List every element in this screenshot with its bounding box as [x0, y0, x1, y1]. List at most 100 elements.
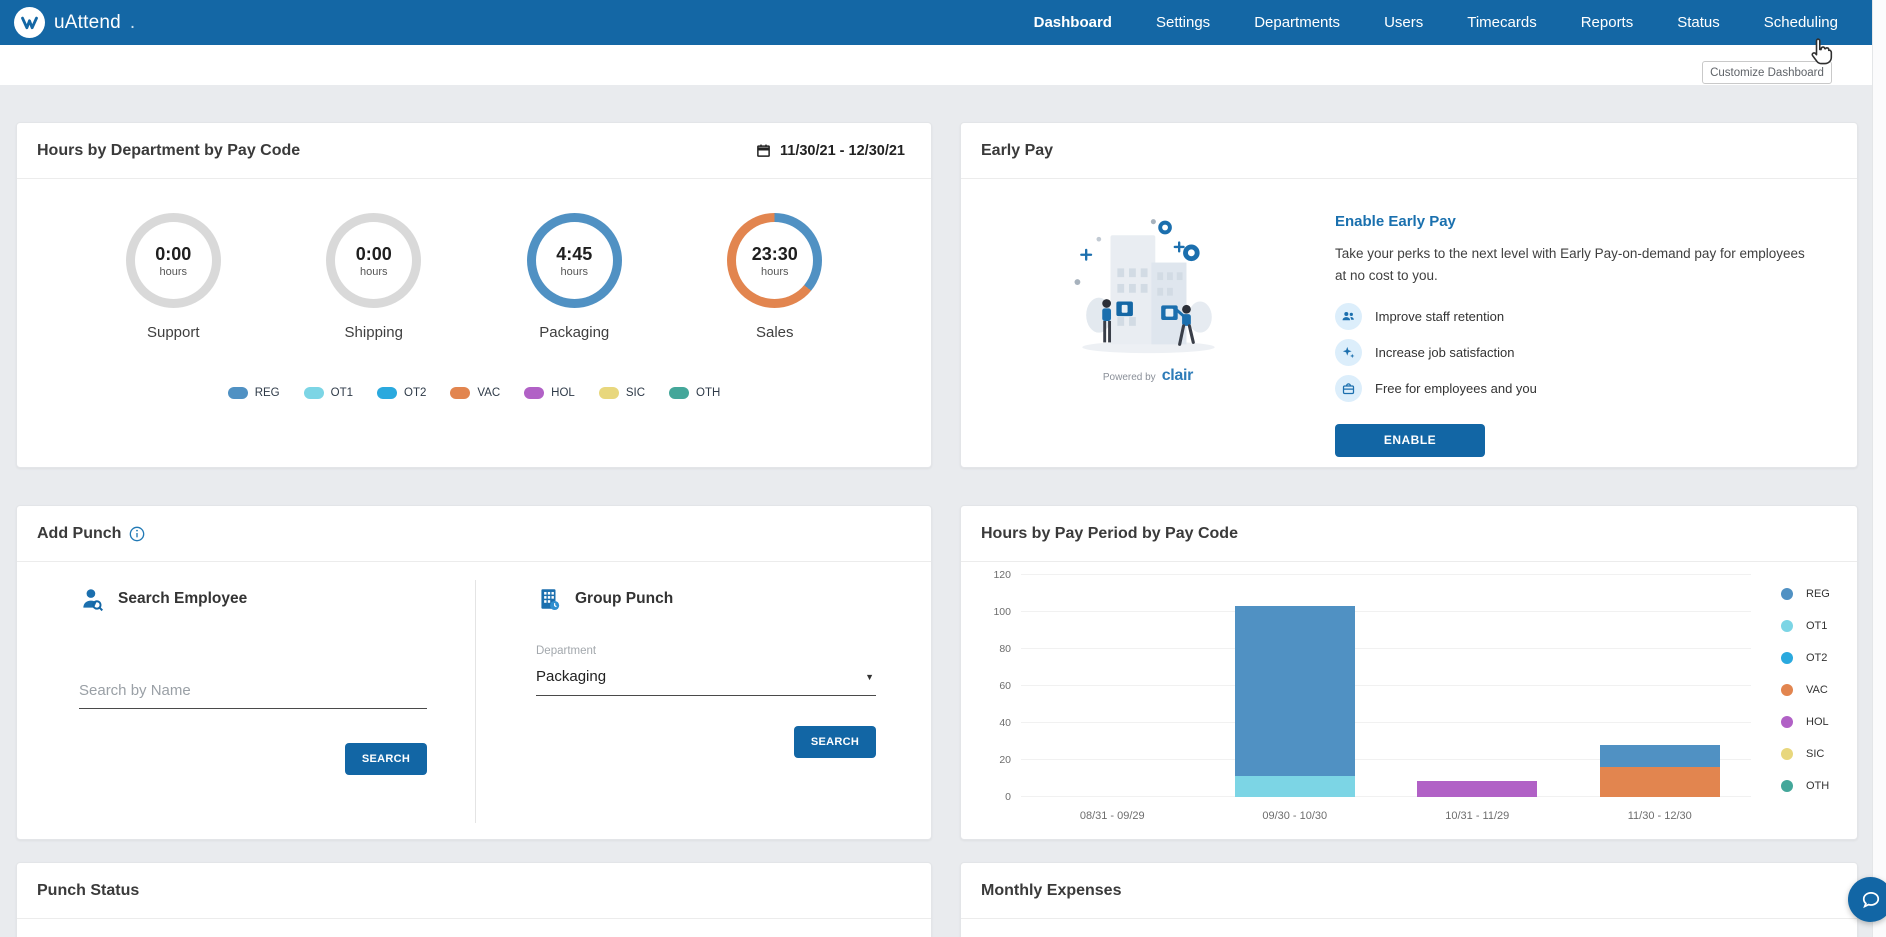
legend-item-oth[interactable]: OTH: [1781, 780, 1830, 792]
legend-item-sic[interactable]: SIC: [598, 387, 645, 399]
nav-item-users[interactable]: Users: [1384, 14, 1424, 31]
donut-support: 0:00 hours Support: [98, 213, 248, 341]
group-punch-heading-row: Group Punch: [536, 586, 895, 612]
benefit-label: Free for employees and you: [1375, 380, 1537, 396]
bar-segment-reg: [1599, 744, 1720, 768]
legend-swatch: [450, 387, 471, 399]
legend-label: SIC: [1806, 748, 1825, 760]
early-pay-illustration-col: Powered by clair: [997, 209, 1299, 457]
pay-code-legend: REG OT1 OT2 VAC HOL SIC OTH: [17, 387, 931, 399]
nav-item-scheduling[interactable]: Scheduling: [1763, 14, 1838, 31]
info-icon[interactable]: [129, 526, 145, 542]
legend-swatch: [524, 387, 545, 399]
chat-bubble-icon: [1862, 891, 1879, 908]
hours-by-department-card: Hours by Department by Pay Code 11/30/21…: [16, 122, 932, 468]
date-range-picker[interactable]: 11/30/21 - 12/30/21: [756, 143, 905, 159]
nav-item-status[interactable]: Status: [1677, 14, 1720, 31]
donut-hours-unit: hours: [159, 265, 188, 278]
legend-item-ot1[interactable]: OT1: [1781, 620, 1830, 632]
brand-name: uAttend: [54, 11, 121, 33]
donut-department-label: Support: [146, 324, 200, 341]
legend-item-oth[interactable]: OTH: [669, 387, 720, 399]
bar-chart: 0 20 40 60 80 100 120 08/31 - 09/29 09/30 - 10/…: [961, 562, 1857, 839]
benefit-label: Improve staff retention: [1375, 308, 1505, 324]
card-header: Hours by Department by Pay Code 11/30/21…: [17, 123, 931, 179]
gridline: [1021, 722, 1751, 723]
chevron-down-icon: ▼: [865, 671, 874, 682]
y-axis-tick: 0: [1005, 791, 1011, 803]
legend-item-vac[interactable]: VAC: [1781, 684, 1830, 696]
chat-launcher-button[interactable]: [1848, 877, 1886, 922]
donut-ring: 23:30 hours: [727, 213, 823, 308]
x-axis-tick: 10/31 - 11/29: [1445, 810, 1510, 822]
nav-item-timecards[interactable]: Timecards: [1467, 14, 1537, 31]
department-donuts: 0:00 hours Support 0:00 hours Shipping 4:45 hou…: [17, 179, 931, 341]
bar-chart-legend: REG OT1 OT2 VAC HOL SIC OTH: [1781, 588, 1830, 792]
legend-label: REG: [1806, 588, 1830, 600]
donut-department-label: Sales: [755, 324, 794, 341]
benefit-item: Increase job satisfaction: [1335, 338, 1817, 366]
vertical-scrollbar[interactable]: [1872, 0, 1886, 937]
legend-item-ot1[interactable]: OT1: [303, 387, 353, 399]
search-employee-button[interactable]: SEARCH: [345, 743, 427, 775]
legend-swatch: [669, 387, 689, 399]
card-title: Early Pay: [981, 141, 1054, 159]
card-title: Add Punch: [37, 525, 145, 543]
bar-segment-reg: [1234, 606, 1355, 776]
early-pay-content-col: Enable Early Pay Take your perks to the …: [1299, 209, 1817, 457]
card-title: Punch Status: [37, 881, 140, 899]
legend-item-hol[interactable]: HOL: [524, 387, 575, 399]
enable-early-pay-heading: Enable Early Pay: [1335, 213, 1456, 230]
brand[interactable]: uAttend.: [0, 7, 135, 38]
legend-swatch: [1781, 748, 1793, 760]
legend-item-vac[interactable]: VAC: [450, 387, 500, 399]
nav-item-settings[interactable]: Settings: [1155, 14, 1211, 31]
powered-by: Powered by clair: [1103, 367, 1194, 385]
card-header: Early Pay: [961, 123, 1857, 179]
enable-button[interactable]: ENABLE: [1335, 423, 1485, 457]
legend-swatch: [1781, 652, 1793, 664]
column-divider: [475, 580, 476, 823]
gridline: [1021, 648, 1751, 649]
y-axis-tick: 40: [999, 717, 1011, 729]
gridline: [1021, 574, 1751, 575]
donut-ring: 0:00 hours: [326, 213, 422, 308]
staff-retention-icon: [1335, 302, 1362, 330]
legend-item-hol[interactable]: HOL: [1781, 716, 1830, 728]
legend-swatch: [1781, 716, 1793, 728]
search-employee-heading-row: Search Employee: [79, 586, 438, 612]
employee-search-icon: [83, 589, 103, 612]
card-header: Punch Status: [17, 863, 931, 919]
legend-item-ot2[interactable]: OT2: [377, 387, 426, 399]
legend-swatch: [1781, 684, 1793, 696]
card-title: Hours by Department by Pay Code: [37, 141, 301, 159]
group-punch-search-button[interactable]: SEARCH: [794, 726, 876, 758]
nav-item-dashboard[interactable]: Dashboard: [1033, 14, 1112, 31]
legend-label: HOL: [1806, 716, 1829, 728]
legend-label: HOL: [551, 387, 575, 399]
search-employee-section: Search Employee SEARCH: [17, 562, 474, 839]
hours-by-pay-period-card: Hours by Pay Period by Pay Code 0 20 40 60 8…: [960, 505, 1858, 840]
legend-swatch: [598, 387, 619, 399]
nav-item-reports[interactable]: Reports: [1580, 14, 1634, 31]
monthly-expenses-card: Monthly Expenses: [960, 862, 1858, 937]
legend-item-ot2[interactable]: OT2: [1781, 652, 1830, 664]
department-select[interactable]: Packaging ▼: [536, 664, 876, 696]
main-nav: Dashboard Settings Departments Users Timecar…: [1034, 14, 1872, 31]
search-employee-input[interactable]: [79, 676, 427, 709]
job-satisfaction-icon: [1335, 338, 1362, 366]
card-header: Hours by Pay Period by Pay Code: [961, 506, 1857, 562]
y-axis-tick: 60: [999, 680, 1011, 692]
nav-item-departments[interactable]: Departments: [1254, 14, 1341, 31]
donut-packaging: 4:45 hours Packaging: [499, 213, 649, 341]
customize-dashboard-button[interactable]: Customize Dashboard: [1702, 61, 1832, 84]
legend-item-sic[interactable]: SIC: [1781, 748, 1830, 760]
donut-center: 23:30 hours: [736, 222, 814, 299]
legend-item-reg[interactable]: REG: [1781, 588, 1830, 600]
legend-swatch: [1781, 780, 1793, 792]
add-punch-card: Add Punch Search Employee SEARCH Group P: [16, 505, 932, 840]
donut-hours-value: 23:30: [751, 243, 798, 264]
group-punch-icon: [541, 589, 560, 611]
legend-swatch: [1781, 588, 1793, 600]
legend-item-reg[interactable]: REG: [227, 387, 280, 399]
